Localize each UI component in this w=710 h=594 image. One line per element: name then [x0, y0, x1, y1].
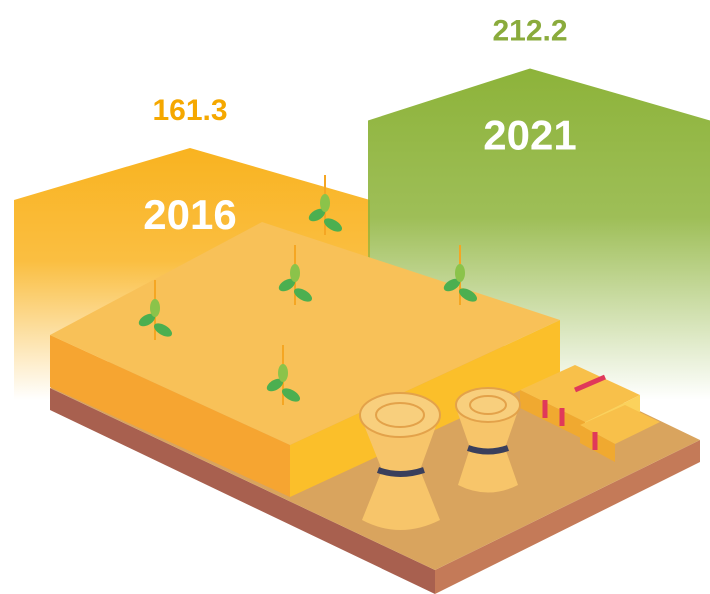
value-label: 161.3 [152, 94, 227, 127]
field-front-left [50, 335, 290, 497]
plants [138, 175, 478, 405]
hay-bales [520, 365, 660, 462]
stumps [359, 387, 521, 530]
category-label: 2021 [483, 112, 576, 159]
ground-side-left [50, 388, 435, 594]
farm-illustration [50, 175, 700, 594]
category-label: 2016 [143, 191, 236, 238]
ground-side-right [435, 440, 700, 594]
value-label: 212.2 [492, 14, 567, 47]
field-top [50, 222, 560, 445]
